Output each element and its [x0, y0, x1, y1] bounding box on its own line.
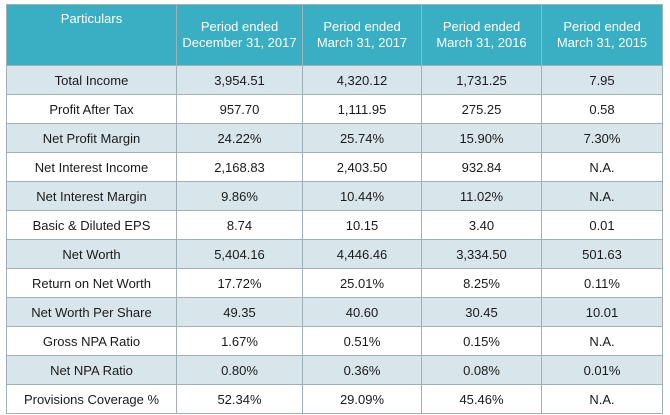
value-cell: 25.01%: [302, 268, 422, 298]
value-cell: 5,404.16: [176, 239, 303, 269]
value-cell: 0.11%: [541, 268, 663, 298]
value-cell: 1,731.25: [421, 65, 542, 95]
header-particulars: Particulars: [6, 4, 177, 66]
table-row: Profit After Tax 957.70 1,111.95 275.25 0.58: [6, 94, 663, 124]
value-cell: 1,111.95: [302, 94, 422, 124]
value-cell: 10.15: [302, 210, 422, 240]
value-cell: 10.44%: [302, 181, 422, 211]
row-label-cell: Net Interest Margin: [6, 181, 177, 211]
table-row: Net Interest Margin 9.86% 10.44% 11.02% N.A.: [6, 181, 663, 211]
value-cell: 17.72%: [176, 268, 303, 298]
table-row: Net Profit Margin 24.22% 25.74% 15.90% 7.30%: [6, 123, 663, 153]
value-cell: 4,320.12: [302, 65, 422, 95]
value-cell: 0.08%: [421, 355, 542, 385]
row-label-cell: Net NPA Ratio: [6, 355, 177, 385]
value-cell: 957.70: [176, 94, 303, 124]
header-mar-2015: Period ended March 31, 2015: [541, 4, 663, 66]
value-cell: 25.74%: [302, 123, 422, 153]
column-header-line: March 31, 2016: [436, 35, 527, 50]
value-cell: 2,168.83: [176, 152, 303, 182]
value-cell: 501.63: [541, 239, 663, 269]
header-mar-2017: Period ended March 31, 2017: [302, 4, 422, 66]
value-cell: 0.01%: [541, 355, 663, 385]
value-cell: 3,334.50: [421, 239, 542, 269]
header-row: Particulars Period ended December 31, 2017…: [6, 4, 663, 66]
column-header-line: Period ended: [200, 19, 279, 34]
column-header-line: March 31, 2017: [316, 35, 408, 50]
table-body: Total Income 3,954.51 4,320.12 1,731.25 7.95…: [6, 65, 663, 414]
table-row: Net Interest Income 2,168.83 2,403.50 932.8…: [6, 152, 663, 182]
value-cell: 0.80%: [176, 355, 303, 385]
table-row: Basic & Diluted EPS 8.74 10.15 3.40 0.01: [6, 210, 663, 240]
value-cell: 275.25: [421, 94, 542, 124]
value-cell: 0.15%: [421, 326, 542, 356]
value-cell: 3.40: [421, 210, 542, 240]
table-row: Total Income 3,954.51 4,320.12 1,731.25 7.95: [6, 65, 663, 95]
column-header-line: Period ended: [442, 19, 521, 34]
row-label-cell: Net Worth Per Share: [6, 297, 177, 327]
value-cell: 0.51%: [302, 326, 422, 356]
header-dec-2017: Period ended December 31, 2017: [176, 4, 303, 66]
value-cell: 45.46%: [421, 384, 542, 414]
table-row: Return on Net Worth 17.72% 25.01% 8.25% 0.11…: [6, 268, 663, 298]
column-header-line: March 31, 2015: [556, 35, 648, 50]
value-cell: N.A.: [541, 181, 663, 211]
table-row: Net Worth Per Share 49.35 40.60 30.45 10.01: [6, 297, 663, 327]
value-cell: N.A.: [541, 326, 663, 356]
row-label-cell: Provisions Coverage %: [6, 384, 177, 414]
value-cell: 932.84: [421, 152, 542, 182]
value-cell: N.A.: [541, 384, 663, 414]
value-cell: 29.09%: [302, 384, 422, 414]
column-header-line: December 31, 2017: [182, 35, 297, 50]
value-cell: 49.35: [176, 297, 303, 327]
row-label-cell: Net Profit Margin: [6, 123, 177, 153]
value-cell: 30.45: [421, 297, 542, 327]
value-cell: 11.02%: [421, 181, 542, 211]
value-cell: 24.22%: [176, 123, 303, 153]
row-label-cell: Profit After Tax: [6, 94, 177, 124]
column-header-line: Period ended: [563, 19, 641, 34]
value-cell: 4,446.46: [302, 239, 422, 269]
header-mar-2016: Period ended March 31, 2016: [421, 4, 542, 66]
value-cell: 8.25%: [421, 268, 542, 298]
row-label-cell: Return on Net Worth: [6, 268, 177, 298]
value-cell: 9.86%: [176, 181, 303, 211]
value-cell: 7.30%: [541, 123, 663, 153]
table-row: Provisions Coverage % 52.34% 29.09% 45.46% N…: [6, 384, 663, 414]
value-cell: 3,954.51: [176, 65, 303, 95]
value-cell: 0.36%: [302, 355, 422, 385]
row-label-cell: Basic & Diluted EPS: [6, 210, 177, 240]
table-row: Net NPA Ratio 0.80% 0.36% 0.08% 0.01%: [6, 355, 663, 385]
value-cell: N.A.: [541, 152, 663, 182]
table-row: Net Worth 5,404.16 4,446.46 3,334.50 501.63: [6, 239, 663, 269]
row-label-cell: Net Interest Income: [6, 152, 177, 182]
value-cell: 0.58: [541, 94, 663, 124]
row-label-cell: Total Income: [6, 65, 177, 95]
row-label-cell: Gross NPA Ratio: [6, 326, 177, 356]
value-cell: 1.67%: [176, 326, 303, 356]
value-cell: 40.60: [302, 297, 422, 327]
column-header-line: Period ended: [323, 19, 401, 34]
table-row: Gross NPA Ratio 1.67% 0.51% 0.15% N.A.: [6, 326, 663, 356]
financial-summary-table: Particulars Period ended December 31, 2017…: [6, 4, 663, 414]
value-cell: 52.34%: [176, 384, 303, 414]
value-cell: 8.74: [176, 210, 303, 240]
value-cell: 10.01: [541, 297, 663, 327]
row-label-cell: Net Worth: [6, 239, 177, 269]
value-cell: 15.90%: [421, 123, 542, 153]
value-cell: 0.01: [541, 210, 663, 240]
column-header-line: Particulars: [60, 11, 123, 26]
value-cell: 7.95: [541, 65, 663, 95]
financial-summary-table-container: Particulars Period ended December 31, 2017…: [6, 4, 663, 414]
value-cell: 2,403.50: [302, 152, 422, 182]
